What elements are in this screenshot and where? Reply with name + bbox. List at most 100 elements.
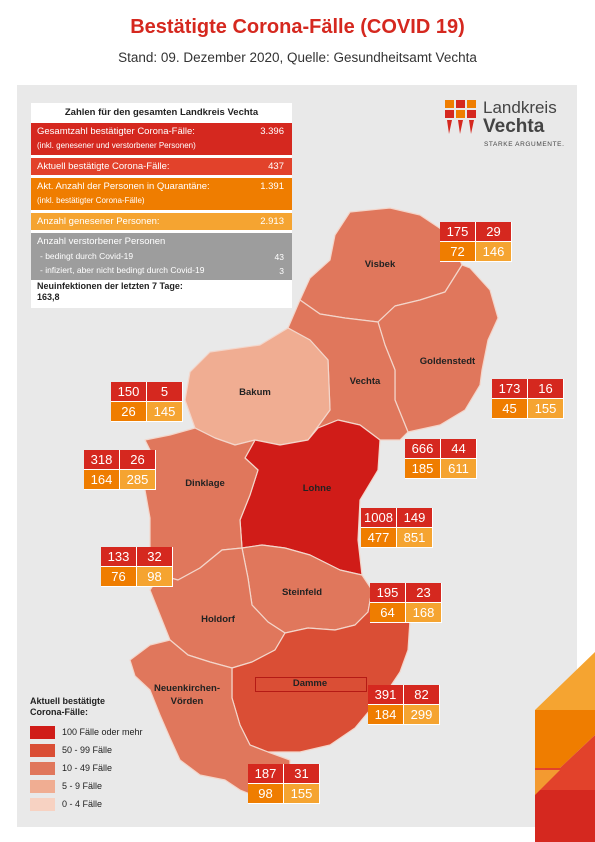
incidence-block: Neuinfektionen der letzten 7 Tage: 163,8	[37, 281, 183, 303]
stat-gesamt: 150	[111, 382, 146, 401]
verstorben-other-label: - infiziert, aber nicht bedingt durch Co…	[40, 265, 205, 275]
region-dinklage[interactable]	[144, 427, 259, 581]
stat-genesen: 26	[111, 402, 146, 421]
stats-visbek: 175 29 72 146	[440, 222, 512, 262]
stat-aktuell: 149	[397, 508, 432, 527]
stats-damme: 391 82 184 299	[368, 685, 440, 725]
stat-gesamt: 1008	[361, 508, 396, 527]
summary-row-gesamt: Gesamtzahl bestätigter Corona-Fälle: (in…	[31, 123, 292, 155]
gesamt-value: 3.396	[260, 126, 284, 137]
stat-quarantaene: 155	[528, 399, 563, 418]
stats-goldenstedt: 173 16 45 155	[492, 379, 564, 419]
stat-gesamt: 666	[405, 439, 440, 458]
stat-genesen: 98	[248, 784, 283, 803]
stat-aktuell: 26	[120, 450, 155, 469]
legend-title-line2: Corona-Fälle:	[30, 707, 89, 717]
verstorben-covid-value: 43	[274, 252, 284, 262]
logo-tagline: STARKE ARGUMENTE.	[484, 141, 565, 148]
quarantaene-sublabel: (inkl. bestätigter Corona-Fälle)	[37, 196, 145, 205]
legend-label: 5 - 9 Fälle	[62, 781, 103, 791]
genesen-value: 2.913	[260, 216, 284, 227]
region-goldenstedt[interactable]	[377, 264, 499, 433]
label-lohne: Lohne	[302, 483, 332, 494]
landkreis-vechta-logo-icon	[445, 100, 476, 134]
legend-label: 50 - 99 Fälle	[62, 745, 113, 755]
stat-aktuell: 31	[284, 764, 319, 783]
stat-gesamt: 173	[492, 379, 527, 398]
stat-genesen: 72	[440, 242, 475, 261]
label-dinklage: Dinklage	[185, 478, 225, 489]
stat-quarantaene: 168	[406, 603, 441, 622]
gesamt-label: Gesamtzahl bestätigter Corona-Fälle:	[37, 126, 195, 137]
stats-dinklage: 318 26 164 285	[84, 450, 156, 490]
page-title: Bestätigte Corona-Fälle (COVID 19)	[130, 16, 465, 38]
damme-label-frame	[255, 677, 367, 692]
stats-steinfeld: 195 23 64 168	[370, 583, 442, 623]
verstorben-label: Anzahl verstorbener Personen	[37, 236, 166, 247]
label-bakum: Bakum	[239, 387, 271, 398]
stats-holdorf: 133 32 76 98	[101, 547, 173, 587]
verstorben-other-value: 3	[279, 266, 284, 276]
incidence-value: 163,8	[37, 292, 60, 302]
label-neuenkirchen-line2: Vörden	[170, 696, 204, 707]
legend-title: Aktuell bestätigte Corona-Fälle:	[30, 696, 105, 718]
summary-row-aktuell: Aktuell bestätigte Corona-Fälle: 437	[31, 158, 292, 175]
legend-label: 100 Fälle oder mehr	[62, 727, 143, 737]
legend-swatch	[30, 798, 55, 811]
stat-gesamt: 195	[370, 583, 405, 602]
stat-quarantaene: 155	[284, 784, 319, 803]
stats-bakum: 150 5 26 145	[111, 382, 183, 422]
legend-swatch	[30, 762, 55, 775]
summary-row-genesen: Anzahl genesener Personen: 2.913	[31, 213, 292, 230]
incidence-label: Neuinfektionen der letzten 7 Tage:	[37, 281, 183, 291]
quarantaene-label: Akt. Anzahl der Personen in Quarantäne:	[37, 181, 210, 192]
stat-gesamt: 391	[368, 685, 403, 704]
gesamt-sublabel: (inkl. genesener und verstorbener Person…	[37, 141, 196, 150]
stat-aktuell: 5	[147, 382, 182, 401]
verstorben-covid-label: - bedingt durch Covid-19	[40, 251, 134, 261]
stat-gesamt: 175	[440, 222, 475, 241]
stat-genesen: 477	[361, 528, 396, 547]
stat-aktuell: 23	[406, 583, 441, 602]
summary-row-quarantaene: Akt. Anzahl der Personen in Quarantäne: …	[31, 178, 292, 210]
stat-gesamt: 187	[248, 764, 283, 783]
label-neuenkirchen-line1: Neuenkirchen-	[154, 683, 220, 694]
label-damme: Damme	[292, 678, 328, 689]
label-vechta: Vechta	[349, 376, 381, 387]
label-neuenkirchen-voerden: Neuenkirchen- Vörden	[142, 682, 232, 708]
stat-quarantaene: 146	[476, 242, 511, 261]
stat-genesen: 45	[492, 399, 527, 418]
legend-swatch	[30, 744, 55, 757]
summary-row-verstorben: Anzahl verstorbener Personen - bedingt d…	[31, 233, 292, 280]
stat-aktuell: 44	[441, 439, 476, 458]
county-summary-box: Zahlen für den gesamten Landkreis Vechta…	[31, 103, 292, 308]
stat-aktuell: 32	[137, 547, 172, 566]
label-holdorf: Holdorf	[201, 614, 235, 625]
page-subtitle: Stand: 09. Dezember 2020, Quelle: Gesund…	[118, 50, 477, 65]
stat-gesamt: 318	[84, 450, 119, 469]
logo-line2: Vechta	[483, 116, 545, 137]
stat-quarantaene: 299	[404, 705, 439, 724]
logo-line1: Landkreis	[483, 98, 557, 117]
label-visbek: Visbek	[364, 259, 396, 270]
stat-genesen: 185	[405, 459, 440, 478]
stat-aktuell: 16	[528, 379, 563, 398]
stat-quarantaene: 98	[137, 567, 172, 586]
stat-gesamt: 133	[101, 547, 136, 566]
stat-genesen: 76	[101, 567, 136, 586]
stat-genesen: 164	[84, 470, 119, 489]
stats-vechta: 666 44 185 611	[405, 439, 477, 479]
legend-title-line1: Aktuell bestätigte	[30, 696, 106, 706]
stat-quarantaene: 611	[441, 459, 476, 478]
stat-aktuell: 29	[476, 222, 511, 241]
label-goldenstedt: Goldenstedt	[419, 356, 476, 367]
summary-heading: Zahlen für den gesamten Landkreis Vechta	[64, 107, 259, 118]
aktuell-label: Aktuell bestätigte Corona-Fälle:	[37, 161, 170, 172]
stats-lohne: 1008 149 477 851	[361, 508, 433, 548]
legend-label: 0 - 4 Fälle	[62, 799, 103, 809]
stat-genesen: 184	[368, 705, 403, 724]
stat-quarantaene: 851	[397, 528, 432, 547]
legend-swatch	[30, 726, 55, 739]
stat-quarantaene: 285	[120, 470, 155, 489]
